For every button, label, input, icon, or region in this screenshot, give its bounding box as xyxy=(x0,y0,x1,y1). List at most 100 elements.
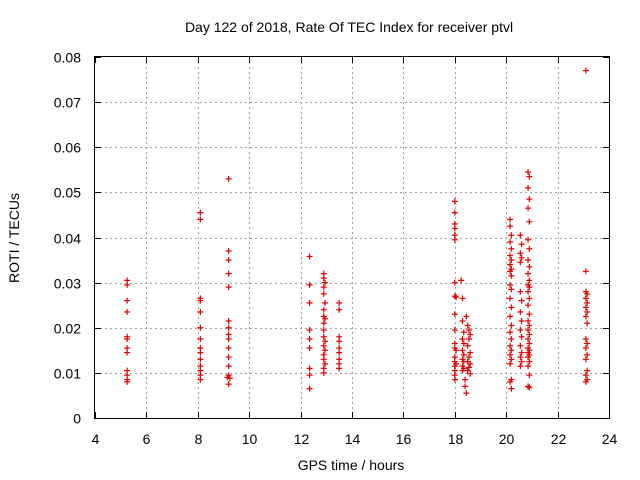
x-tick-label: 16 xyxy=(396,431,412,447)
data-point xyxy=(526,196,533,203)
data-point xyxy=(525,270,532,277)
y-axis-tick-labels: 0 0.01 0.02 0.03 0.04 0.05 0.06 0.07 0.08 xyxy=(54,50,81,427)
data-point xyxy=(460,329,467,336)
chart-title: Day 122 of 2018, Rate Of TEC Index for r… xyxy=(185,19,513,35)
data-point xyxy=(124,378,131,385)
data-point xyxy=(584,299,591,306)
data-point xyxy=(197,376,204,383)
data-point xyxy=(124,336,131,343)
data-point xyxy=(459,295,466,302)
data-point xyxy=(226,375,233,382)
data-point xyxy=(525,354,532,361)
data-point xyxy=(526,340,533,347)
x-tick-label: 18 xyxy=(448,431,464,447)
data-point xyxy=(517,232,524,239)
data-point xyxy=(525,317,532,324)
y-tick-label: 0.04 xyxy=(54,231,81,247)
data-point xyxy=(225,248,232,255)
data-point xyxy=(507,378,514,385)
data-point xyxy=(507,295,514,302)
data-point xyxy=(582,345,589,352)
data-point xyxy=(463,313,470,320)
data-point xyxy=(507,351,514,358)
data-point xyxy=(525,169,532,176)
data-point xyxy=(197,324,204,331)
data-point xyxy=(517,308,524,315)
data-point xyxy=(525,336,532,343)
data-point xyxy=(306,299,313,306)
data-point xyxy=(225,324,232,331)
data-point xyxy=(320,356,327,363)
data-point xyxy=(225,363,232,370)
data-point xyxy=(582,313,589,320)
data-point xyxy=(320,290,327,297)
data-point xyxy=(507,313,514,320)
y-axis-label: ROTI / TECUs xyxy=(6,193,22,283)
data-point xyxy=(584,367,591,374)
y-tick-label: 0.02 xyxy=(54,321,81,337)
x-tick-label: 4 xyxy=(92,431,100,447)
data-point xyxy=(336,299,343,306)
data-point xyxy=(320,306,327,313)
data-point xyxy=(584,290,591,297)
data-point xyxy=(322,279,329,286)
data-point xyxy=(197,209,204,216)
grid-lines xyxy=(95,57,609,418)
data-point xyxy=(459,336,466,343)
data-point xyxy=(451,376,458,383)
data-point xyxy=(526,331,533,338)
data-point xyxy=(451,236,458,243)
data-point xyxy=(459,317,466,324)
data-point xyxy=(459,367,466,374)
data-point xyxy=(197,297,204,304)
x-axis-label: GPS time / hours xyxy=(298,457,405,473)
data-point xyxy=(526,384,533,391)
data-point xyxy=(464,322,471,329)
data-point xyxy=(225,175,232,182)
data-point xyxy=(465,354,472,361)
data-point xyxy=(508,286,515,293)
data-point xyxy=(306,253,313,260)
data-point xyxy=(322,338,329,345)
data-point xyxy=(582,378,589,385)
data-point xyxy=(306,336,313,343)
data-point xyxy=(525,236,532,243)
data-point xyxy=(518,254,525,261)
y-tick-label: 0.06 xyxy=(54,140,81,156)
data-point xyxy=(464,342,471,349)
data-point xyxy=(584,340,591,347)
data-point xyxy=(508,336,515,343)
data-point xyxy=(124,349,131,356)
data-point xyxy=(451,327,458,334)
data-point xyxy=(464,367,471,374)
x-tick-label: 8 xyxy=(195,431,203,447)
data-point xyxy=(225,381,232,388)
data-point xyxy=(517,288,524,295)
data-point xyxy=(518,297,525,304)
data-point xyxy=(322,360,329,367)
data-point xyxy=(584,308,591,315)
x-tick-label: 10 xyxy=(242,431,258,447)
data-point xyxy=(467,370,474,377)
data-point xyxy=(336,338,343,345)
data-point xyxy=(322,347,329,354)
data-points xyxy=(124,67,591,397)
data-point xyxy=(582,336,589,343)
data-point xyxy=(508,347,515,354)
y-tick-label: 0 xyxy=(73,411,81,427)
data-point xyxy=(320,275,327,282)
data-point xyxy=(525,184,532,191)
data-point xyxy=(584,320,591,327)
data-point xyxy=(467,360,474,367)
data-point xyxy=(525,327,532,334)
data-point xyxy=(518,333,525,340)
data-point xyxy=(320,320,327,327)
data-point xyxy=(197,349,204,356)
data-point xyxy=(463,390,470,397)
data-point xyxy=(306,385,313,392)
data-point xyxy=(124,281,131,288)
data-point xyxy=(306,372,313,379)
data-point xyxy=(525,383,532,390)
data-point xyxy=(124,297,131,304)
data-point xyxy=(465,364,472,371)
